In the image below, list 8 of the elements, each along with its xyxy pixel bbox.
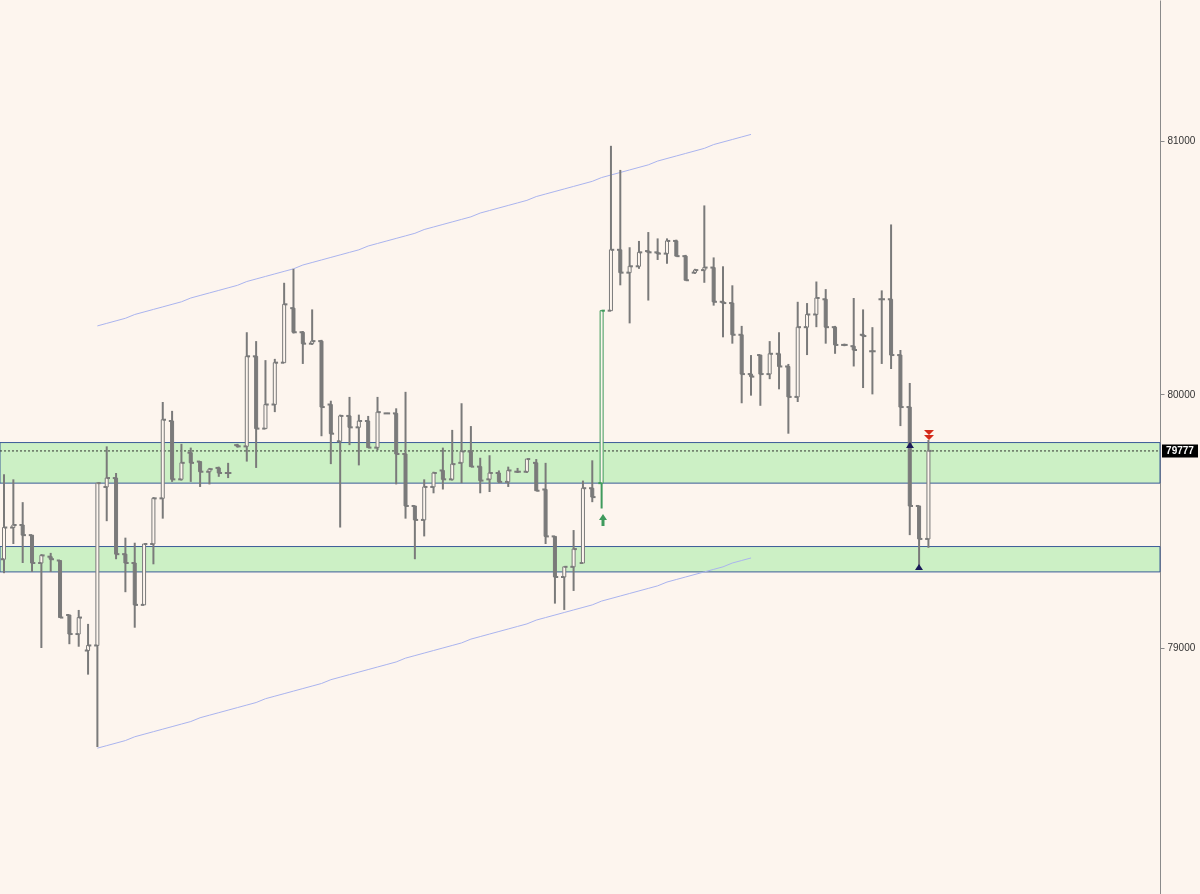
line-series xyxy=(96,557,752,749)
ref-line-label: 79777 xyxy=(1166,444,1195,456)
candlestick xyxy=(188,446,193,483)
line-series xyxy=(96,133,752,327)
candlestick xyxy=(506,465,511,488)
y-tick-label: 80000 xyxy=(1167,388,1196,400)
y-tick-label: 79000 xyxy=(1167,642,1196,654)
y-tick-label: 81000 xyxy=(1167,135,1196,147)
